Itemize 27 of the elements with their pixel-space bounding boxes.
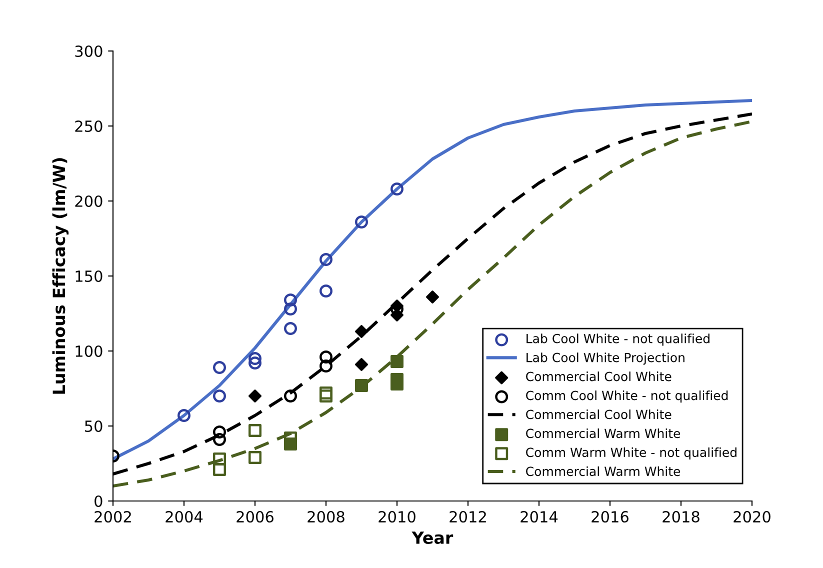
x-tick-label: 2008 xyxy=(308,510,344,523)
x-tick-label: 2010 xyxy=(378,510,416,523)
legend-label: Lab Cool White Projection xyxy=(526,352,684,365)
x-tick-label: 2002 xyxy=(94,510,131,523)
legend-label: Comm Warm White - not qualified xyxy=(526,447,736,460)
y-tick-label: 50 xyxy=(85,420,102,432)
x-tick-label: 2012 xyxy=(450,510,486,523)
y-tick-label: 150 xyxy=(76,270,102,282)
y-tick-label: 0 xyxy=(94,495,102,508)
legend-label: Commercial Warm White xyxy=(526,428,680,438)
x-tick-label: 2016 xyxy=(592,510,628,523)
x-tick-label: 2014 xyxy=(520,510,558,523)
legend-label: Lab Cool White - not qualified xyxy=(526,334,710,346)
x-tick-label: 2020 xyxy=(734,510,770,523)
y-tick-label: 100 xyxy=(76,345,102,358)
x-tick-label: 2006 xyxy=(236,510,274,523)
y-tick-label: 200 xyxy=(75,195,102,208)
legend-label: Commercial Cool White xyxy=(526,409,672,420)
x-tick-label: 2018 xyxy=(662,510,700,523)
legend-label: Commercial Cool White xyxy=(526,372,672,382)
x-axis-title: Year xyxy=(412,532,454,544)
y-tick-label: 250 xyxy=(75,120,102,132)
y-axis-title: Luminous Efficacy (lm/W) xyxy=(52,158,69,394)
y-tick-label: 300 xyxy=(75,45,102,58)
legend-label: Commercial Warm White xyxy=(526,466,680,476)
x-tick-label: 2004 xyxy=(166,510,203,523)
legend-label: Comm Cool White - not qualified xyxy=(526,390,728,403)
